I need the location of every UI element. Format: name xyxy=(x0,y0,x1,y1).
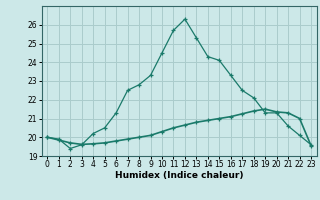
X-axis label: Humidex (Indice chaleur): Humidex (Indice chaleur) xyxy=(115,171,244,180)
